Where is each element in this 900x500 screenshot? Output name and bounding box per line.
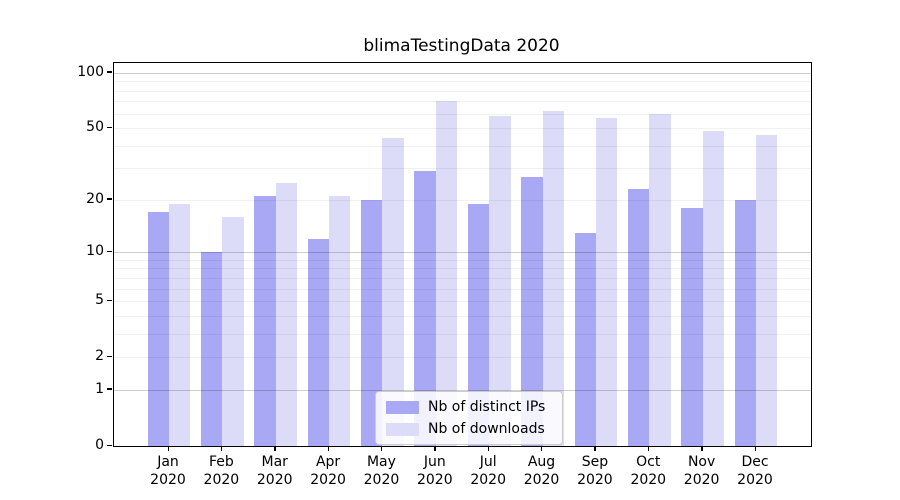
- bar-downloads-feb: [222, 216, 244, 446]
- legend-item-distinct-ips: Nb of distinct IPs: [386, 399, 552, 415]
- x-tick-label-nov: Nov 2020: [683, 454, 720, 488]
- bar-distinct-ips-aug: [521, 176, 543, 446]
- legend-swatch-downloads: [386, 422, 419, 436]
- y-tick-mark: [107, 126, 112, 128]
- bar-downloads-jun: [435, 101, 458, 446]
- y-tick-label: 1: [95, 380, 104, 397]
- bar-downloads-jul: [489, 116, 511, 446]
- bar-distinct-ips-jun: [414, 170, 436, 446]
- legend: Nb of distinct IPs Nb of downloads: [375, 391, 563, 445]
- bar-downloads-dec: [756, 134, 778, 446]
- bar-distinct-ips-mar: [254, 196, 276, 446]
- x-tick-label-apr: Apr 2020: [310, 454, 346, 488]
- bar-downloads-mar: [275, 182, 298, 446]
- y-tick-mark: [107, 388, 112, 390]
- bar-distinct-ips-apr: [307, 238, 330, 446]
- bar-downloads-nov: [702, 131, 724, 446]
- y-tick-label: 2: [95, 348, 104, 365]
- y-tick-label: 10: [86, 243, 104, 260]
- bar-distinct-ips-oct: [627, 189, 650, 446]
- bar-distinct-ips-dec: [734, 199, 756, 446]
- x-tick-label-may: May 2020: [363, 454, 400, 488]
- bar-distinct-ips-sep: [574, 232, 596, 446]
- y-tick-label: 0: [95, 437, 104, 453]
- x-tick-label-aug: Aug 2020: [523, 454, 560, 488]
- bar-downloads-jan: [169, 203, 191, 446]
- y-tick-mark: [107, 250, 112, 252]
- chart-title: blimaTestingData 2020: [363, 36, 560, 56]
- y-tick-mark: [107, 444, 112, 446]
- x-tick-label-sep: Sep 2020: [577, 454, 613, 488]
- x-tick-label-feb: Feb 2020: [203, 454, 240, 488]
- bar-downloads-sep: [595, 117, 618, 446]
- bar-distinct-ips-feb: [201, 252, 223, 446]
- y-tick-mark: [107, 355, 112, 358]
- bar-downloads-aug: [542, 110, 564, 446]
- bar-distinct-ips-may: [361, 199, 383, 446]
- x-tick-label-dec: Dec 2020: [737, 454, 773, 488]
- bar-downloads-may: [382, 138, 404, 446]
- y-tick-mark: [107, 198, 112, 200]
- bar-distinct-ips-jul: [467, 203, 490, 446]
- y-tick-mark: [107, 71, 112, 73]
- x-tick-label-jan: Jan 2020: [150, 454, 186, 488]
- y-tick-mark: [107, 299, 112, 301]
- legend-swatch-distinct-ips: [386, 400, 419, 414]
- plot-area: Nb of distinct IPs Nb of downloads: [113, 62, 812, 447]
- y-tick-label: 50: [86, 119, 104, 136]
- y-tick-label: 100: [77, 63, 104, 80]
- legend-item-downloads: Nb of downloads: [386, 421, 552, 437]
- bar-downloads-oct: [649, 113, 671, 446]
- x-tick-label-oct: Oct 2020: [630, 454, 667, 488]
- legend-label-downloads: Nb of downloads: [428, 421, 545, 437]
- y-tick-label: 20: [86, 190, 104, 207]
- bar-distinct-ips-nov: [681, 207, 703, 446]
- legend-label-distinct-ips: Nb of distinct IPs: [428, 399, 546, 415]
- x-tick-label-mar: Mar 2020: [256, 454, 293, 488]
- y-tick-label: 5: [95, 292, 104, 309]
- bar-distinct-ips-jan: [147, 212, 169, 446]
- bar-downloads-apr: [329, 196, 351, 446]
- x-tick-label-jul: Jul 2020: [470, 454, 506, 488]
- bars-layer: [114, 63, 811, 446]
- x-tick-label-jun: Jun 2020: [416, 454, 453, 488]
